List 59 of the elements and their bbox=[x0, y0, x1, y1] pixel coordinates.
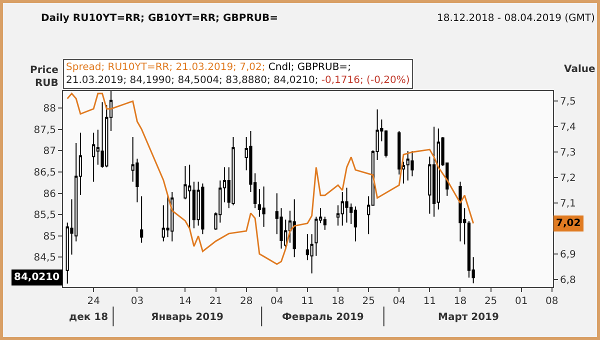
x-tick-label: 24 bbox=[87, 296, 100, 307]
text: Февраль 2019 bbox=[282, 312, 364, 323]
candlestick bbox=[166, 196, 170, 238]
y-tick-label: 87,5 bbox=[34, 124, 56, 136]
y2-tick-label: 7,4 bbox=[560, 122, 576, 134]
text: -0,1716; (-0,20%) bbox=[321, 75, 410, 86]
text: Cndl; GBPRUB=; bbox=[268, 62, 351, 73]
y2-tick-label: 6,8 bbox=[560, 274, 576, 286]
y2-tick-label: 7,2 bbox=[560, 173, 576, 184]
y2-tick-label: 7,5 bbox=[560, 96, 576, 108]
x-tick-label: 11 bbox=[423, 296, 436, 307]
x-tick-label: 08 bbox=[546, 296, 558, 307]
y2-axis-title: Value bbox=[564, 64, 596, 75]
x-tick-label: 18 bbox=[454, 296, 467, 307]
x-tick-label: 01 bbox=[514, 296, 528, 307]
text: 7,02 bbox=[556, 218, 581, 229]
text: Март 2019 bbox=[438, 312, 500, 323]
x-tick-label: 25 bbox=[484, 296, 498, 307]
candlestick bbox=[458, 181, 462, 242]
candlestick bbox=[292, 198, 296, 258]
x-tick-label: 04 bbox=[392, 296, 406, 307]
candlestick bbox=[201, 182, 204, 235]
candlestick bbox=[410, 150, 414, 177]
candlestick bbox=[92, 132, 96, 182]
y-axis-title: Price RUB bbox=[30, 65, 59, 89]
x-tick-label: 11 bbox=[301, 296, 314, 307]
y-tick-label: 86 bbox=[43, 188, 56, 200]
chart-subtitle: 18.12.2018 - 08.04.2019 (GMT) bbox=[437, 13, 596, 24]
text: дек 18 bbox=[69, 312, 108, 323]
y2-tick-label: 7,1 bbox=[560, 198, 576, 210]
candlestick bbox=[354, 206, 358, 242]
x-tick-label: 04 bbox=[270, 296, 284, 307]
y2-tick-label: 6,9 bbox=[560, 249, 576, 260]
y-tick-label: 85,5 bbox=[34, 210, 56, 222]
candlestick bbox=[140, 196, 144, 244]
y-tick-label: 85 bbox=[43, 231, 56, 242]
text: Spread; RU10YT=RR; 21.03.2019; 7,02; bbox=[66, 62, 266, 73]
candlestick bbox=[432, 126, 436, 218]
y-tick-label: 84,5 bbox=[34, 252, 56, 264]
candlestick bbox=[345, 187, 348, 224]
text: 21.03.2019; 84,1990; 84,5004; 83,8880; 84,0210; bbox=[66, 75, 318, 86]
x-tick-label: 03 bbox=[130, 296, 144, 307]
x-tick-label: 28 bbox=[240, 296, 253, 307]
y-tick-label: 86,5 bbox=[34, 167, 56, 178]
candlestick bbox=[232, 136, 235, 206]
text: 84,0210 bbox=[14, 272, 60, 283]
x-tick-label: 14 bbox=[178, 296, 192, 307]
y2-tick-label: 7,3 bbox=[560, 148, 576, 159]
line-series bbox=[66, 92, 474, 265]
x-tick-label: 25 bbox=[362, 296, 375, 307]
x-tick-label: 21 bbox=[209, 296, 222, 307]
candlestick bbox=[310, 234, 314, 274]
y-tick-label: 87 bbox=[43, 146, 56, 158]
candlestick bbox=[100, 102, 104, 168]
text: Январь 2019 bbox=[151, 312, 224, 323]
x-tick-label: 18 bbox=[332, 296, 344, 307]
candlestick bbox=[262, 186, 266, 228]
y-tick-label: 88 bbox=[43, 104, 56, 115]
chart-title: Daily RU10YT=RR; GB10YT=RR; GBPRUB= bbox=[41, 13, 278, 24]
